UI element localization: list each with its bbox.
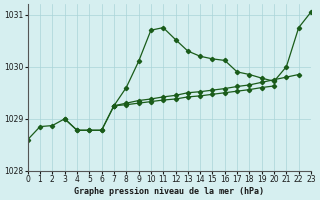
X-axis label: Graphe pression niveau de la mer (hPa): Graphe pression niveau de la mer (hPa) (74, 187, 264, 196)
